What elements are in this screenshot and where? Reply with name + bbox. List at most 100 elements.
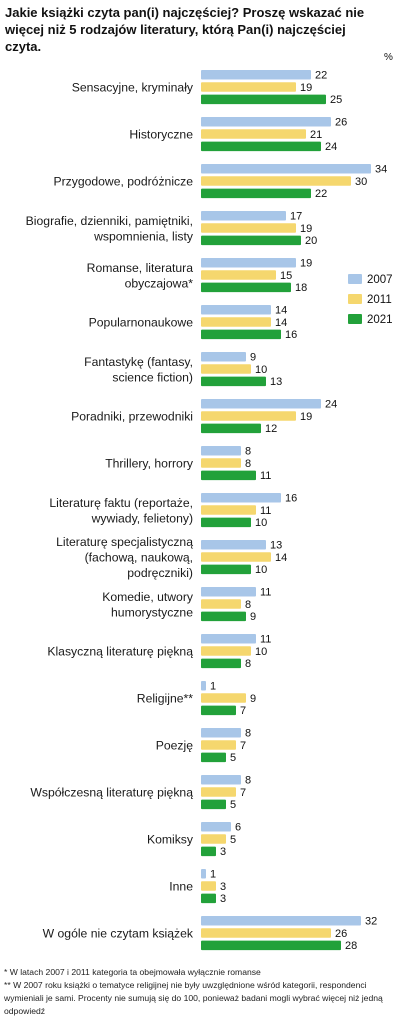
category-label: Fantastykę (fantasy, bbox=[84, 355, 193, 369]
data-label: 26 bbox=[335, 928, 347, 940]
data-label: 8 bbox=[245, 658, 251, 670]
bar-2011 bbox=[201, 176, 351, 186]
data-label: 25 bbox=[330, 94, 342, 106]
bar-2011 bbox=[201, 928, 331, 938]
bar-2011 bbox=[201, 834, 226, 844]
chart-title: Jakie książki czyta pan(i) najczęściej? … bbox=[5, 5, 365, 54]
data-label: 8 bbox=[245, 728, 251, 740]
data-label: 22 bbox=[315, 188, 327, 200]
bar-2011 bbox=[201, 881, 216, 891]
bar-2021 bbox=[201, 235, 301, 246]
data-label: 3 bbox=[220, 893, 226, 905]
unit-label: % bbox=[384, 52, 393, 63]
category-label: Literaturę specjalistyczną bbox=[56, 535, 193, 549]
data-label: 30 bbox=[355, 176, 367, 188]
legend-swatch-2011 bbox=[348, 294, 362, 304]
data-label: 21 bbox=[310, 129, 322, 141]
data-label: 9 bbox=[250, 352, 256, 364]
data-label: 1 bbox=[210, 869, 216, 881]
data-label: 24 bbox=[325, 141, 337, 153]
data-label: 19 bbox=[300, 258, 312, 270]
category-label: Historyczne bbox=[129, 128, 193, 142]
category-label: Biografie, dzienniki, pamiętniki, bbox=[26, 214, 193, 228]
bar-2011 bbox=[201, 552, 271, 562]
bar-2011 bbox=[201, 317, 271, 327]
category-label: Współczesną literaturę piękną bbox=[30, 786, 193, 800]
category-label: wspomnienia, listy bbox=[93, 229, 194, 243]
bar-2021 bbox=[201, 564, 251, 575]
bar-2021 bbox=[201, 611, 246, 622]
bar-2021 bbox=[201, 517, 251, 528]
data-label: 22 bbox=[315, 70, 327, 82]
data-label: 11 bbox=[260, 634, 271, 646]
data-label: 17 bbox=[290, 211, 302, 223]
footnote-1: * W latach 2007 i 2011 kategoria ta obej… bbox=[4, 967, 261, 977]
bar-2011 bbox=[201, 646, 251, 656]
category-label: Komedie, utwory bbox=[102, 590, 194, 604]
bar-2007 bbox=[201, 822, 231, 832]
bar-chart: Sensacyjne, kryminały221925Historyczne26… bbox=[26, 70, 393, 953]
data-label: 10 bbox=[255, 564, 267, 576]
bar-2011 bbox=[201, 599, 241, 609]
data-label: 9 bbox=[250, 693, 256, 705]
bar-2007 bbox=[201, 728, 241, 738]
data-label: 20 bbox=[305, 235, 317, 247]
bar-2011 bbox=[201, 223, 296, 233]
category-label: Romanse, literatura bbox=[87, 261, 194, 275]
data-label: 14 bbox=[275, 552, 287, 564]
bar-2021 bbox=[201, 470, 256, 481]
data-label: 5 bbox=[230, 799, 236, 811]
bar-2021 bbox=[201, 94, 326, 105]
data-label: 3 bbox=[220, 881, 226, 893]
data-label: 7 bbox=[240, 705, 246, 717]
category-label: Popularnonaukowe bbox=[89, 316, 194, 330]
category-label: Przygodowe, podróżnicze bbox=[53, 175, 193, 189]
category-label: obyczajowa* bbox=[125, 276, 194, 290]
bar-2011 bbox=[201, 82, 296, 92]
footnotes: * W latach 2007 i 2011 kategoria ta obej… bbox=[4, 966, 398, 1018]
data-label: 10 bbox=[255, 646, 267, 658]
bar-2021 bbox=[201, 846, 216, 857]
category-label: W ogóle nie czytam książek bbox=[43, 927, 194, 941]
data-label: 11 bbox=[260, 587, 271, 599]
data-label: 1 bbox=[210, 681, 216, 693]
data-label: 5 bbox=[230, 752, 236, 764]
bar-2011 bbox=[201, 364, 251, 374]
bar-2011 bbox=[201, 270, 276, 280]
legend-swatch-2021 bbox=[348, 314, 362, 324]
bar-2007 bbox=[201, 916, 361, 926]
data-label: 7 bbox=[240, 787, 246, 799]
bar-2021 bbox=[201, 658, 241, 669]
data-label: 19 bbox=[300, 411, 312, 423]
category-label: Inne bbox=[169, 880, 193, 894]
bar-2011 bbox=[201, 505, 256, 515]
category-label: Poezję bbox=[156, 739, 193, 753]
data-label: 14 bbox=[275, 317, 287, 329]
bar-2007 bbox=[201, 869, 206, 879]
data-label: 19 bbox=[300, 223, 312, 235]
data-label: 8 bbox=[245, 599, 251, 611]
data-label: 34 bbox=[375, 164, 387, 176]
legend-label-2011: 2011 bbox=[367, 294, 392, 306]
legend-label-2021: 2021 bbox=[367, 314, 393, 326]
legend-label-2007: 2007 bbox=[367, 274, 393, 286]
category-label: Sensacyjne, kryminały bbox=[72, 81, 194, 95]
bar-2007 bbox=[201, 775, 241, 785]
data-label: 10 bbox=[255, 364, 267, 376]
bar-2007 bbox=[201, 634, 256, 644]
bar-2007 bbox=[201, 540, 266, 550]
category-label: humorystyczne bbox=[111, 605, 193, 619]
bar-2021 bbox=[201, 752, 226, 763]
category-label: Poradniki, przewodniki bbox=[71, 410, 193, 424]
category-label: Thrillery, horrory bbox=[105, 457, 194, 471]
category-label: Komiksy bbox=[147, 833, 194, 847]
data-label: 3 bbox=[220, 846, 226, 858]
data-label: 7 bbox=[240, 740, 246, 752]
data-label: 6 bbox=[235, 822, 241, 834]
bar-2021 bbox=[201, 188, 311, 199]
bar-2021 bbox=[201, 141, 321, 152]
bar-2007 bbox=[201, 305, 271, 315]
bar-2007 bbox=[201, 399, 321, 409]
legend-swatch-2007 bbox=[348, 274, 362, 284]
bar-2011 bbox=[201, 411, 296, 421]
